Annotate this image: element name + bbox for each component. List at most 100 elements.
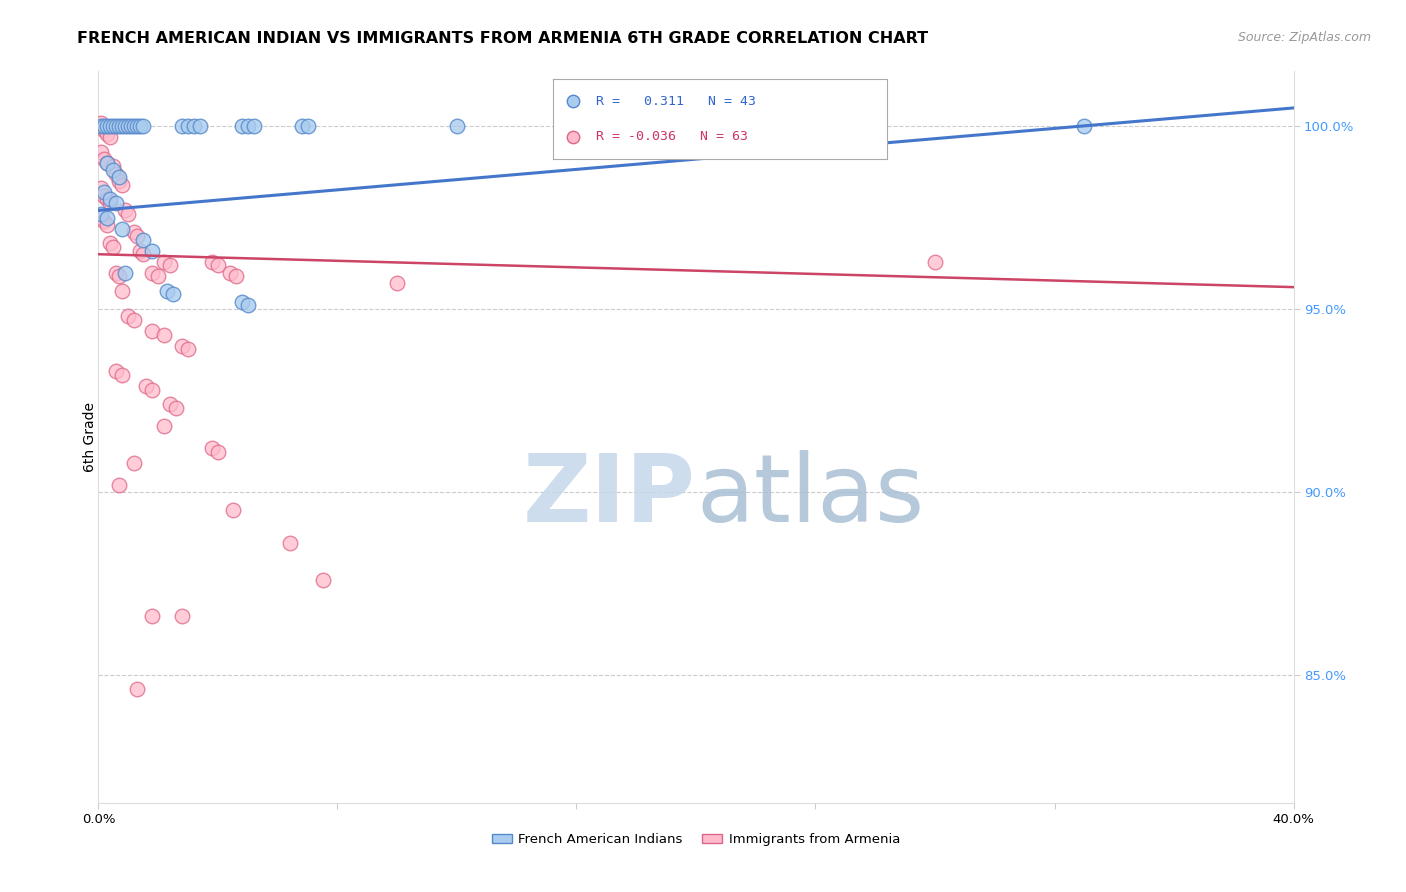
Point (219, 265, 242, 279)
Point (172, 339, 194, 353)
Point (105, 119, 128, 133)
Point (114, 119, 136, 133)
Point (231, 119, 253, 133)
Point (111, 368, 134, 382)
Point (1073, 119, 1095, 133)
Y-axis label: 6th Grade: 6th Grade (83, 402, 97, 472)
Point (385, 277, 409, 291)
Point (129, 244, 152, 258)
Point (98, 130, 122, 145)
Point (96, 193, 118, 207)
Point (141, 383, 163, 397)
Point (201, 254, 224, 268)
Point (127, 228, 149, 243)
Point (124, 225, 146, 239)
Point (141, 265, 163, 279)
Point (231, 294, 253, 309)
Point (98, 193, 122, 207)
Point (127, 682, 149, 697)
Point (172, 609, 194, 624)
Point (141, 244, 163, 258)
Point (90, 115, 112, 129)
Point (90, 211, 112, 225)
Point (105, 167, 128, 181)
Point (96, 155, 118, 169)
Point (105, 265, 128, 279)
Point (108, 170, 131, 185)
Point (108, 174, 131, 188)
Point (111, 284, 134, 298)
Point (135, 379, 157, 393)
Point (153, 419, 176, 434)
Point (156, 284, 179, 298)
Point (159, 258, 181, 272)
Point (132, 233, 155, 247)
Point (105, 364, 128, 378)
Point (114, 265, 136, 279)
Point (132, 119, 155, 133)
Point (311, 573, 333, 587)
Point (141, 609, 163, 624)
Point (117, 310, 139, 324)
Text: atlas: atlas (696, 450, 924, 541)
Point (98, 236, 122, 251)
Point (103, 160, 125, 174)
Point (132, 247, 155, 261)
Point (207, 444, 229, 458)
Point (114, 203, 136, 218)
Point (201, 441, 224, 455)
Point (117, 207, 139, 221)
Point (148, 269, 170, 284)
Point (96, 127, 118, 141)
Point (103, 163, 125, 178)
Text: ZIP: ZIP (523, 450, 696, 541)
Point (96, 155, 118, 169)
Point (243, 119, 266, 133)
Point (108, 119, 131, 133)
Point (90, 145, 112, 159)
Point (98, 119, 122, 133)
Point (183, 119, 205, 133)
Point (162, 287, 184, 301)
Point (297, 119, 319, 133)
Point (93, 119, 115, 133)
Point (111, 119, 134, 133)
Point (278, 536, 301, 550)
Point (924, 254, 946, 268)
Point (124, 456, 146, 470)
Point (111, 221, 134, 235)
Point (446, 119, 468, 133)
Legend: French American Indians, Immigrants from Armenia: French American Indians, Immigrants from… (486, 828, 905, 851)
Point (90, 207, 112, 221)
Point (93, 123, 115, 137)
Text: FRENCH AMERICAN INDIAN VS IMMIGRANTS FROM ARMENIA 6TH GRADE CORRELATION CHART: FRENCH AMERICAN INDIAN VS IMMIGRANTS FRO… (77, 31, 928, 46)
Point (159, 397, 181, 411)
Point (96, 119, 118, 133)
Point (93, 185, 115, 199)
Point (103, 240, 125, 254)
Point (124, 313, 146, 327)
Point (177, 119, 200, 133)
Text: Source: ZipAtlas.com: Source: ZipAtlas.com (1237, 31, 1371, 45)
Point (141, 324, 163, 338)
Point (111, 178, 134, 192)
Point (165, 401, 187, 415)
Point (93, 152, 115, 166)
Point (124, 119, 146, 133)
Point (291, 119, 314, 133)
Point (207, 258, 229, 272)
Point (177, 343, 200, 357)
Point (236, 119, 259, 133)
Point (225, 269, 247, 284)
Point (108, 477, 131, 491)
Point (98, 196, 122, 211)
Point (188, 119, 211, 133)
Point (129, 119, 152, 133)
Point (117, 119, 139, 133)
Point (103, 119, 125, 133)
Point (120, 119, 142, 133)
Point (108, 269, 131, 284)
Point (172, 119, 194, 133)
Point (236, 298, 259, 312)
Point (90, 119, 112, 133)
